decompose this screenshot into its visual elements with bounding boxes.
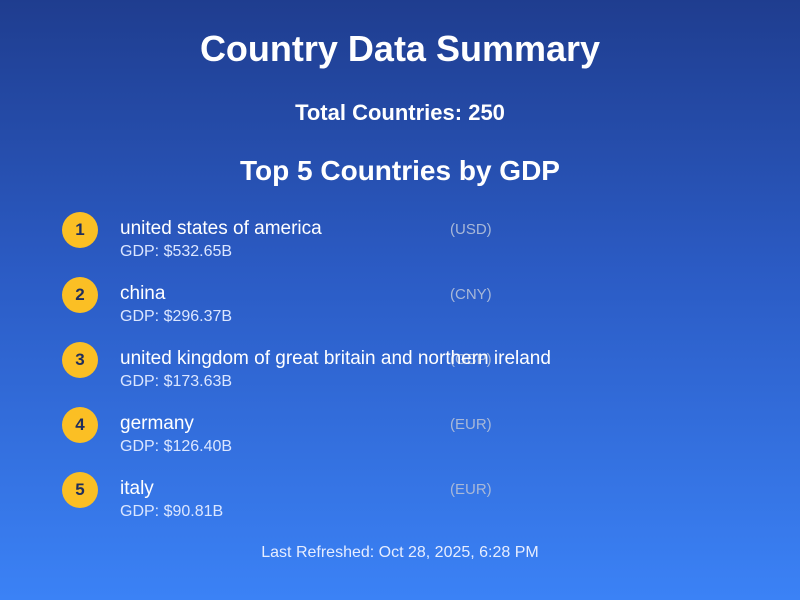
rank-badge: 2 bbox=[62, 277, 98, 313]
currency-code: (EUR) bbox=[450, 481, 492, 498]
rank-badge: 5 bbox=[62, 472, 98, 508]
rank-badge: 4 bbox=[62, 407, 98, 443]
country-name: germany bbox=[120, 413, 194, 434]
currency-code: (GBP) bbox=[450, 351, 492, 368]
list-item: 2 china (CNY) GDP: $296.37B bbox=[62, 277, 762, 342]
last-refreshed: Last Refreshed: Oct 28, 2025, 6:28 PM bbox=[261, 544, 539, 561]
gdp-value: GDP: $126.40B bbox=[120, 438, 233, 455]
gdp-value: GDP: $173.63B bbox=[120, 373, 233, 390]
gdp-value: GDP: $296.37B bbox=[120, 308, 233, 325]
list-item: 3 (GBP) united kingdom of great britain … bbox=[62, 342, 762, 407]
list-item: 4 germany (EUR) GDP: $126.40B bbox=[62, 407, 762, 472]
list-item: 1 united states of america (USD) GDP: $5… bbox=[62, 212, 762, 277]
currency-code: (USD) bbox=[450, 221, 492, 238]
rank-badge: 1 bbox=[62, 212, 98, 248]
country-name: united kingdom of great britain and nort… bbox=[120, 348, 551, 369]
page-title: Country Data Summary bbox=[199, 28, 601, 69]
currency-code: (EUR) bbox=[450, 416, 492, 433]
section-title: Top 5 Countries by GDP bbox=[240, 155, 560, 186]
gdp-value: GDP: $532.65B bbox=[120, 243, 233, 260]
gdp-value: GDP: $90.81B bbox=[120, 503, 224, 520]
country-list: 1 united states of america (USD) GDP: $5… bbox=[62, 212, 762, 537]
total-countries: Total Countries: 250 bbox=[295, 100, 505, 125]
country-name: china bbox=[120, 283, 166, 304]
country-name: united states of america bbox=[120, 218, 322, 239]
country-name: italy bbox=[120, 478, 154, 499]
list-item: 5 italy (EUR) GDP: $90.81B bbox=[62, 472, 762, 537]
rank-badge: 3 bbox=[62, 342, 98, 378]
currency-code: (CNY) bbox=[450, 286, 492, 303]
